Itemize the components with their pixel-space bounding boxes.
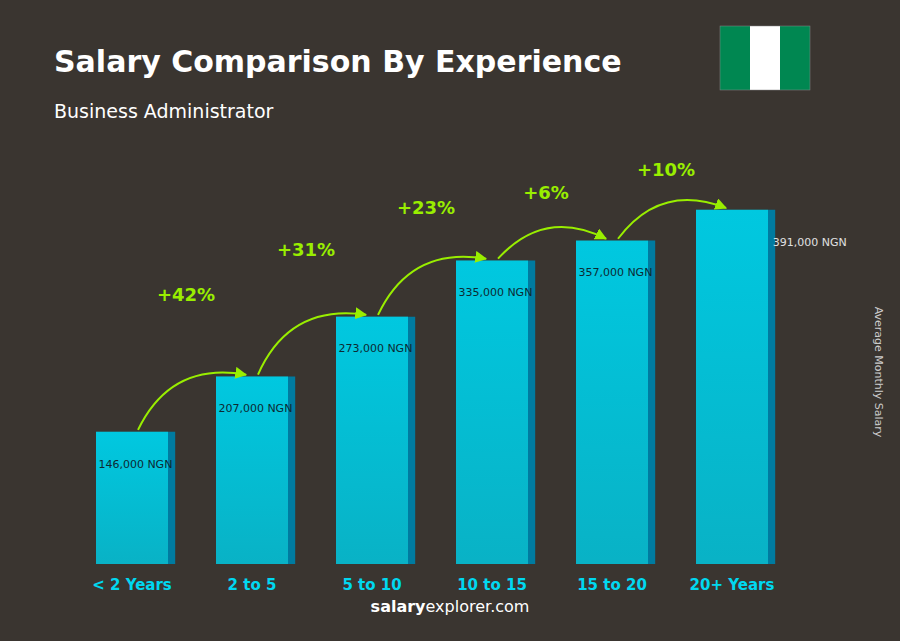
flag-stripe bbox=[720, 26, 750, 90]
bar bbox=[456, 260, 528, 564]
flag-border bbox=[720, 26, 810, 90]
data-label: 391,000 NGN bbox=[773, 236, 847, 249]
background bbox=[0, 0, 900, 641]
bar-side bbox=[168, 432, 175, 564]
flag-stripe bbox=[750, 26, 780, 90]
growth-arrow bbox=[618, 200, 726, 239]
bar bbox=[576, 241, 648, 564]
bars bbox=[96, 210, 775, 564]
data-label: 273,000 NGN bbox=[338, 342, 412, 355]
x-tick-label: 10 to 15 bbox=[457, 576, 527, 594]
bar-side bbox=[768, 210, 775, 564]
x-tick-label: 15 to 20 bbox=[577, 576, 647, 594]
x-tick-label: 2 to 5 bbox=[228, 576, 277, 594]
bar bbox=[96, 432, 168, 564]
growth-arrow bbox=[498, 227, 606, 259]
flag bbox=[720, 26, 810, 90]
annotation: +6% bbox=[523, 182, 569, 203]
bar-side bbox=[648, 241, 655, 564]
growth-arrow bbox=[378, 257, 486, 315]
x-tick-label: < 2 Years bbox=[92, 576, 172, 594]
annotation: +23% bbox=[397, 197, 455, 218]
data-label: 146,000 NGN bbox=[98, 458, 172, 471]
data-label: 335,000 NGN bbox=[458, 286, 532, 299]
y-axis-label: Average Monthly Salary bbox=[872, 307, 885, 438]
title: Salary Comparison By Experience bbox=[54, 44, 622, 79]
flag-stripe bbox=[780, 26, 810, 90]
footer: salaryexplorer.com bbox=[371, 597, 530, 616]
x-tick-label: 5 to 10 bbox=[342, 576, 401, 594]
x-tick-label: 20+ Years bbox=[690, 576, 775, 594]
annotation: +10% bbox=[637, 159, 695, 180]
data-label: 357,000 NGN bbox=[578, 266, 652, 279]
growth-arrow bbox=[258, 313, 366, 374]
bar bbox=[696, 210, 768, 564]
chart: < 2 Years 2 to 5 5 to 10 10 to 15 15 to 20 20… bbox=[0, 0, 900, 641]
footer-part: salary bbox=[371, 597, 426, 616]
annotation: +42% bbox=[157, 284, 215, 305]
bar-side bbox=[528, 260, 535, 564]
subtitle: Business Administrator bbox=[54, 100, 274, 122]
footer-part: explorer.com bbox=[426, 597, 530, 616]
growth-arrow bbox=[138, 372, 246, 429]
annotation: +31% bbox=[277, 239, 335, 260]
data-label: 207,000 NGN bbox=[218, 402, 292, 415]
